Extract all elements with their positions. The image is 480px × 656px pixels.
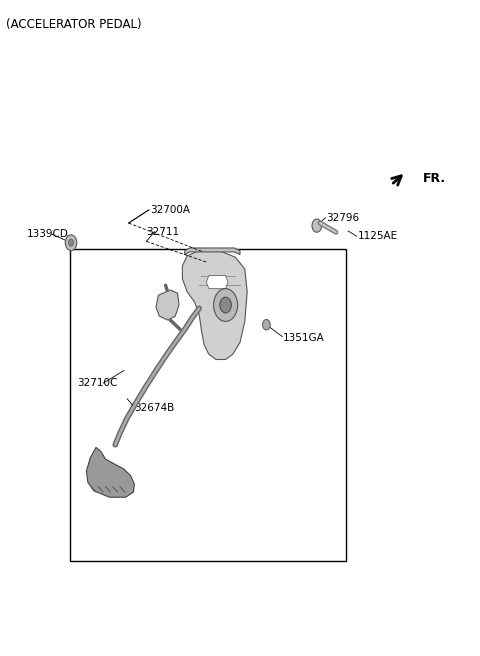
Text: 32711: 32711 (146, 226, 180, 237)
Text: 1339CD: 1339CD (26, 229, 68, 239)
Text: (ACCELERATOR PEDAL): (ACCELERATOR PEDAL) (6, 18, 142, 31)
Circle shape (263, 319, 270, 330)
Circle shape (65, 235, 77, 251)
Text: 32674B: 32674B (134, 403, 175, 413)
Text: 1351GA: 1351GA (283, 333, 325, 344)
Circle shape (69, 239, 73, 246)
Circle shape (312, 219, 322, 232)
Text: 32796: 32796 (326, 213, 360, 223)
Text: FR.: FR. (422, 172, 445, 185)
Polygon shape (182, 251, 247, 359)
Text: 1125AE: 1125AE (358, 231, 398, 241)
Circle shape (214, 289, 238, 321)
Circle shape (220, 297, 231, 313)
Bar (70, 249, 346, 561)
Polygon shape (206, 276, 228, 289)
Text: 32700A: 32700A (150, 205, 191, 215)
Polygon shape (185, 248, 240, 255)
Text: 32710C: 32710C (77, 378, 117, 388)
Polygon shape (156, 290, 179, 320)
Polygon shape (86, 447, 134, 497)
